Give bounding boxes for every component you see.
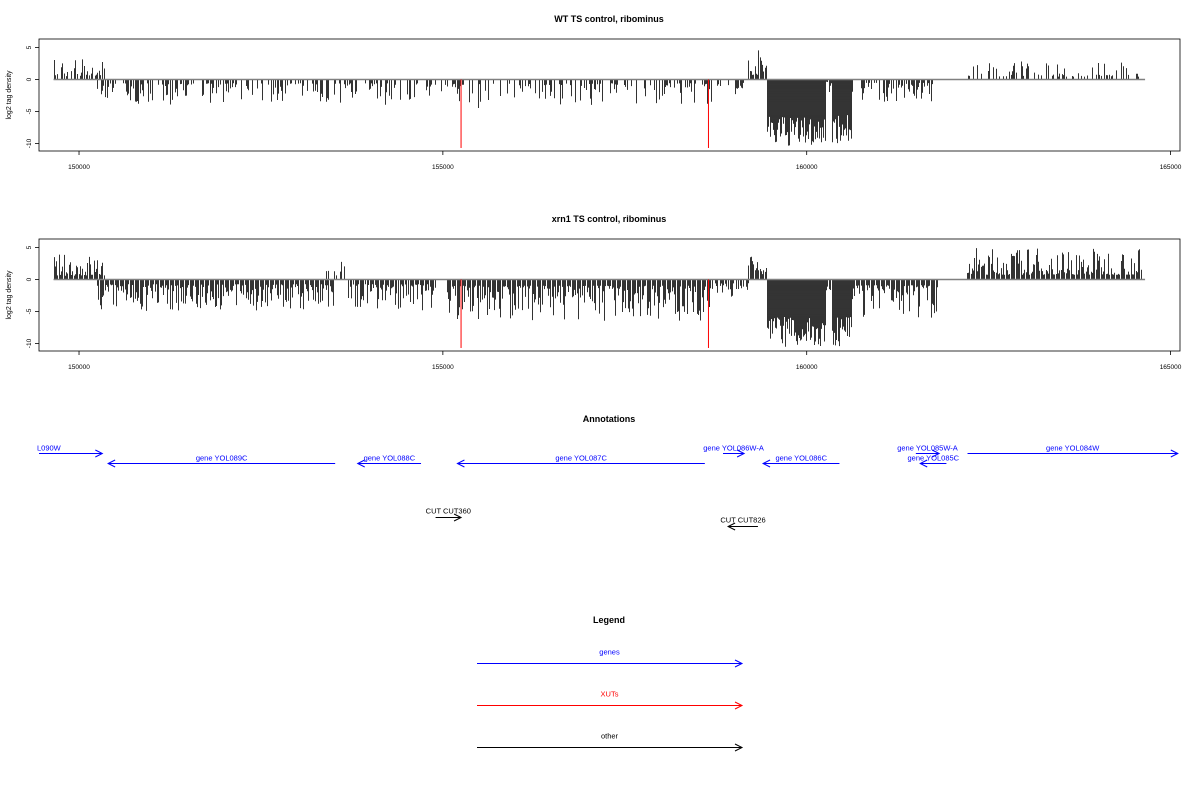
- panel-xrn1-axes: 5 0 -5 -10 150000 155000 160000 165000: [26, 245, 1182, 371]
- legend-label: other: [601, 732, 619, 741]
- x-tick-label: 160000: [796, 364, 818, 371]
- x-tick-label: 150000: [68, 364, 90, 371]
- gene-arrow-head: [931, 449, 941, 458]
- gene-arrow-head: [95, 449, 104, 458]
- density-bars: [54, 248, 1142, 347]
- gene-arrow-head: [456, 459, 465, 468]
- panel-wt-axes: 5 0 -5 -10 150000 155000 160000 165000: [26, 45, 1182, 171]
- x-tick-label: 165000: [1160, 364, 1182, 371]
- legend: Legend genes XUTs other: [477, 615, 744, 752]
- annotations-title: Annotations: [583, 414, 636, 424]
- gene-arrow-head: [356, 459, 365, 468]
- other-arrow-head: [453, 513, 463, 522]
- panel-wt-bars: [53, 50, 1146, 146]
- x-tick-label: 165000: [1160, 164, 1182, 171]
- x-tick-label: 150000: [68, 164, 90, 171]
- legend-arrow-head: [734, 659, 744, 668]
- other-label: CUT CUT826: [720, 516, 765, 525]
- annotations-track: Annotations L090W gene YOL089C gene YOL088…: [37, 414, 1179, 531]
- other-arrow-head: [726, 522, 736, 531]
- density-bars: [54, 50, 1139, 146]
- gene-arrow-head: [736, 449, 746, 458]
- gene-annotations: L090W gene YOL089C gene YOL088C gene YOL087…: [37, 444, 1179, 468]
- y-tick-label: 0: [26, 277, 33, 281]
- x-tick-label: 160000: [796, 164, 818, 171]
- gene-label: gene YOL087C: [555, 454, 607, 463]
- gene-arrow-head: [919, 459, 928, 468]
- gene-label: gene YOL084W: [1046, 444, 1100, 453]
- panel-xrn1-xut-markers: [460, 279, 709, 348]
- panel-wt-title: WT TS control, ribominus: [554, 14, 664, 24]
- legend-label: genes: [599, 648, 620, 657]
- gene-arrow-head: [761, 459, 771, 468]
- other-label: CUT CUT360: [426, 507, 471, 516]
- y-tick-label: 5: [26, 245, 33, 249]
- panel-xrn1: xrn1 TS control, ribominus log2 tag dens…: [6, 214, 1182, 371]
- y-tick-label: -5: [26, 108, 33, 114]
- y-tick-label: -10: [26, 338, 33, 348]
- gene-label: gene YOL088C: [364, 454, 416, 463]
- panel-xrn1-frame: [38, 238, 1181, 352]
- panel-xrn1-ylabel: log2 tag density: [6, 270, 13, 320]
- y-tick-label: -10: [26, 138, 33, 148]
- legend-title: Legend: [593, 615, 625, 625]
- gene-label: gene YOL085W-A: [897, 444, 958, 453]
- y-tick-label: 5: [26, 45, 33, 49]
- panel-wt-xut-markers: [460, 79, 709, 148]
- gene-arrow-head: [1170, 449, 1179, 458]
- legend-label: XUTs: [601, 690, 619, 699]
- legend-arrow-head: [734, 701, 744, 710]
- gene-label: gene YOL085C: [908, 454, 960, 463]
- gene-label: gene YOL086W-A: [703, 444, 764, 453]
- x-tick-label: 155000: [432, 164, 454, 171]
- y-tick-label: -5: [26, 308, 33, 314]
- other-annotations: CUT CUT360 CUT CUT826: [426, 507, 766, 531]
- legend-arrow-head: [734, 743, 744, 752]
- y-tick-label: 0: [26, 77, 33, 81]
- panel-wt-frame: [38, 38, 1181, 152]
- legend-items: genes XUTs other: [477, 648, 744, 752]
- panel-wt: WT TS control, ribominus log2 tag densit…: [6, 14, 1182, 171]
- gene-arrow-head: [107, 459, 116, 468]
- panel-wt-ylabel: log2 tag density: [6, 70, 13, 120]
- gene-label: gene YOL089C: [196, 454, 248, 463]
- panel-xrn1-bars: [53, 248, 1146, 347]
- x-tick-label: 155000: [432, 364, 454, 371]
- panel-xrn1-title: xrn1 TS control, ribominus: [552, 214, 667, 224]
- gene-label: gene YOL086C: [775, 454, 827, 463]
- gene-label: L090W: [37, 444, 62, 453]
